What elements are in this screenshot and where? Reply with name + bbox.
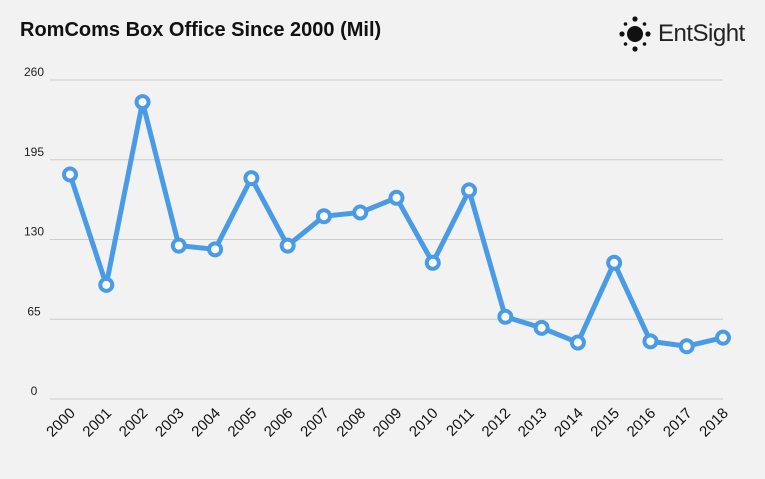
x-tick-label: 2016 [624, 405, 660, 441]
x-tick-label: 2002 [116, 405, 152, 441]
x-tick-label: 2012 [479, 405, 515, 441]
data-point [715, 329, 731, 346]
x-axis-ticks: 2000 2001 2002 2003 2004 2005 2006 2007 2008 2009… [43, 405, 732, 441]
entsight-logo: EntSight [618, 14, 753, 54]
data-point [606, 254, 623, 271]
x-tick-label: 2005 [225, 405, 261, 441]
x-tick-label: 2018 [696, 405, 732, 441]
data-point [497, 308, 514, 325]
x-tick-label: 2000 [43, 405, 79, 441]
data-point [98, 276, 115, 293]
x-tick-label: 2015 [587, 405, 623, 441]
x-tick-label: 2006 [261, 405, 297, 441]
data-point [170, 237, 187, 254]
data-point [533, 319, 550, 336]
logo-text: EntSight [658, 20, 745, 47]
x-tick-label: 2008 [333, 405, 369, 441]
series-line [67, 99, 726, 349]
series-layer [62, 94, 731, 355]
data-point [243, 170, 260, 187]
x-tick-label: 2013 [515, 405, 551, 441]
y-tick-label: 0 [31, 384, 38, 398]
y-tick-label: 130 [24, 225, 44, 239]
y-axis-ticks: 0 65 130 195 260 [24, 65, 44, 398]
x-tick-label: 2017 [660, 405, 696, 441]
x-tick-label: 2009 [370, 405, 406, 441]
data-point [279, 237, 296, 254]
grid-lines [50, 79, 723, 400]
data-point [569, 334, 586, 351]
x-tick-label: 2011 [443, 405, 478, 440]
chart-title: RomComs Box Office Since 2000 (Mil) [20, 19, 382, 41]
data-point [352, 204, 369, 221]
data-point [62, 166, 78, 183]
data-point [388, 189, 405, 206]
dots-logo-icon [619, 16, 651, 52]
x-tick-label: 2014 [551, 405, 587, 441]
data-point [461, 182, 478, 199]
y-tick-label: 260 [24, 65, 44, 79]
data-point [424, 254, 441, 271]
data-point [678, 338, 695, 355]
x-tick-label: 2010 [406, 405, 442, 441]
y-tick-label: 195 [24, 145, 44, 159]
x-tick-label: 2007 [297, 405, 333, 441]
data-point [134, 94, 151, 111]
x-tick-label: 2004 [188, 405, 224, 441]
data-point [207, 241, 224, 258]
data-point [642, 333, 659, 350]
x-tick-label: 2001 [79, 405, 115, 441]
x-tick-label: 2003 [152, 405, 188, 441]
data-point [315, 208, 332, 225]
y-tick-label: 65 [27, 304, 41, 318]
